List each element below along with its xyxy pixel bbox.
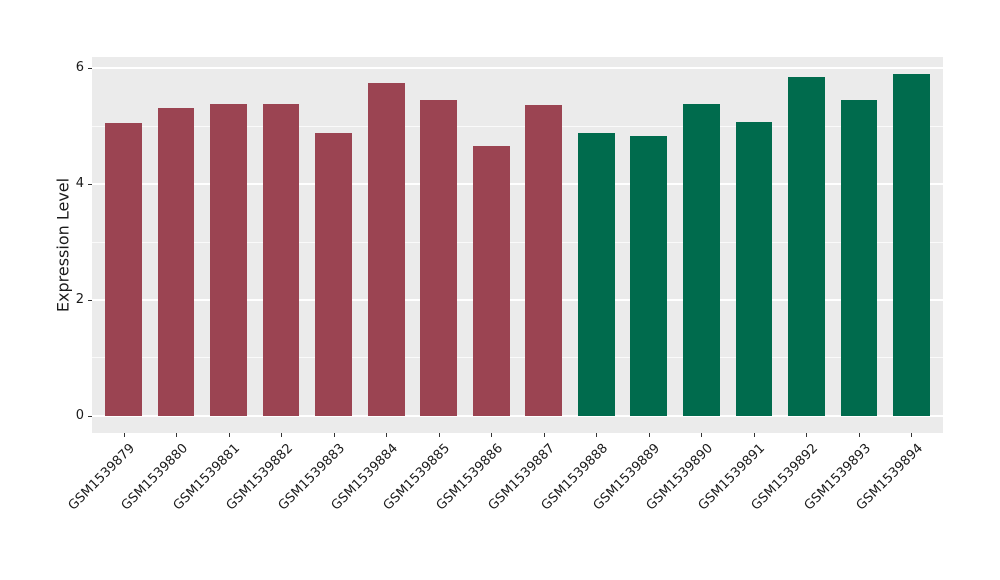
x-tick-mark bbox=[806, 433, 808, 437]
y-tick-label: 2 bbox=[75, 292, 84, 308]
bar-GSM1539894 bbox=[893, 74, 930, 416]
x-tick-mark bbox=[281, 433, 283, 437]
y-tick-mark bbox=[88, 184, 92, 186]
bar-GSM1539880 bbox=[157, 107, 195, 416]
gridline-major bbox=[92, 183, 943, 186]
bar-GSM1539882 bbox=[262, 103, 300, 416]
bar-GSM1539885 bbox=[420, 99, 458, 416]
gridline-major bbox=[92, 67, 943, 70]
x-tick-mark bbox=[491, 433, 493, 437]
gridline-minor bbox=[92, 357, 943, 359]
y-tick-label: 4 bbox=[75, 176, 84, 192]
y-tick-label: 6 bbox=[75, 60, 84, 76]
bar-GSM1539887 bbox=[525, 104, 563, 416]
y-tick-mark bbox=[88, 415, 92, 417]
y-tick-mark bbox=[88, 68, 92, 70]
bar-GSM1539889 bbox=[630, 135, 668, 416]
gridline-major bbox=[92, 414, 943, 417]
x-tick-mark bbox=[176, 433, 178, 437]
x-tick-mark bbox=[596, 433, 598, 437]
y-tick-label: 0 bbox=[75, 407, 84, 423]
bar-GSM1539883 bbox=[315, 133, 353, 416]
bar-GSM1539884 bbox=[367, 82, 405, 416]
x-tick-mark bbox=[911, 433, 913, 437]
x-tick-mark bbox=[701, 433, 703, 437]
x-tick-mark bbox=[333, 433, 335, 437]
gridline-minor bbox=[92, 241, 943, 243]
bar-GSM1539891 bbox=[735, 122, 773, 416]
bar-GSM1539888 bbox=[577, 132, 615, 416]
x-tick-mark bbox=[543, 433, 545, 437]
x-tick-mark bbox=[123, 433, 125, 437]
bar-GSM1539879 bbox=[105, 123, 142, 416]
y-axis-title: Expression Level bbox=[53, 177, 73, 313]
x-tick-mark bbox=[386, 433, 388, 437]
bar-GSM1539893 bbox=[840, 99, 878, 416]
bar-GSM1539890 bbox=[682, 103, 720, 416]
gridline-major bbox=[92, 299, 943, 302]
bar-GSM1539892 bbox=[788, 76, 825, 416]
x-tick-mark bbox=[228, 433, 230, 437]
plot-panel bbox=[92, 57, 943, 433]
x-tick-mark bbox=[648, 433, 650, 437]
gridline-minor bbox=[92, 125, 943, 127]
x-tick-mark bbox=[438, 433, 440, 437]
x-tick-mark bbox=[858, 433, 860, 437]
y-tick-mark bbox=[88, 300, 92, 302]
x-tick-mark bbox=[753, 433, 755, 437]
bar-GSM1539886 bbox=[472, 145, 510, 416]
bar-GSM1539881 bbox=[210, 103, 247, 416]
